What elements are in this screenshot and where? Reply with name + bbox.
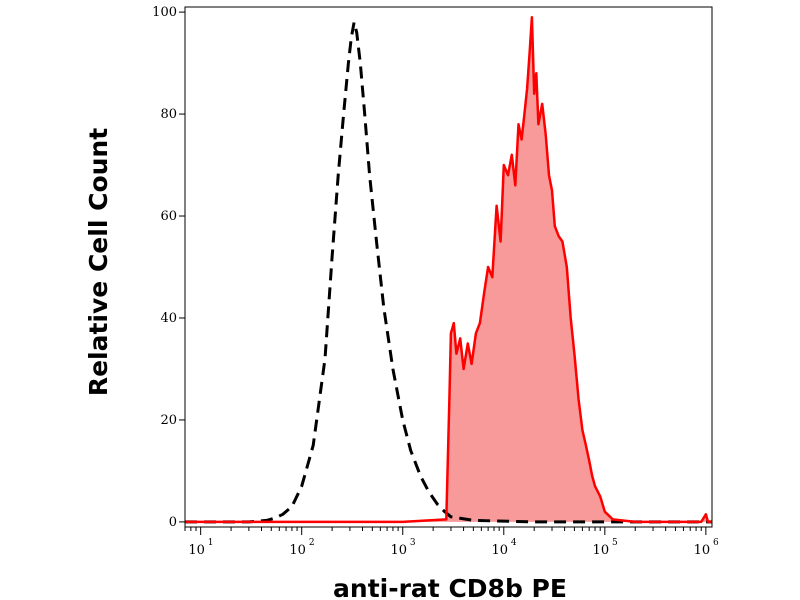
x-tick-label-5: 10 [694,543,711,558]
x-tick-exponent-4: 5 [612,538,618,548]
x-tick-exponent-5: 6 [713,538,719,548]
x-tick-exponent-3: 4 [511,538,517,548]
y-axis-title: Relative Cell Count [84,128,113,396]
x-tick-exponent-1: 2 [309,538,315,548]
y-tick-label-4: 80 [160,107,177,122]
y-tick-label-0: 0 [169,515,177,530]
x-tick-label-2: 10 [390,543,407,558]
x-tick-exponent-0: 1 [208,538,214,548]
y-tick-label-2: 40 [160,311,177,326]
x-tick-label-4: 10 [593,543,610,558]
y-tick-label-3: 60 [160,209,177,224]
y-tick-label-5: 100 [152,5,177,20]
x-tick-label-1: 10 [289,543,306,558]
y-tick-label-1: 20 [160,413,177,428]
x-tick-label-0: 10 [188,543,205,558]
plot-frame [184,6,713,528]
x-tick-label-3: 10 [492,543,509,558]
series-0-line [185,20,712,524]
series-1-line [185,15,712,524]
plot-area [185,15,712,524]
x-axis-title: anti-rat CD8b PE [333,574,567,600]
x-tick-exponent-2: 3 [410,538,416,548]
